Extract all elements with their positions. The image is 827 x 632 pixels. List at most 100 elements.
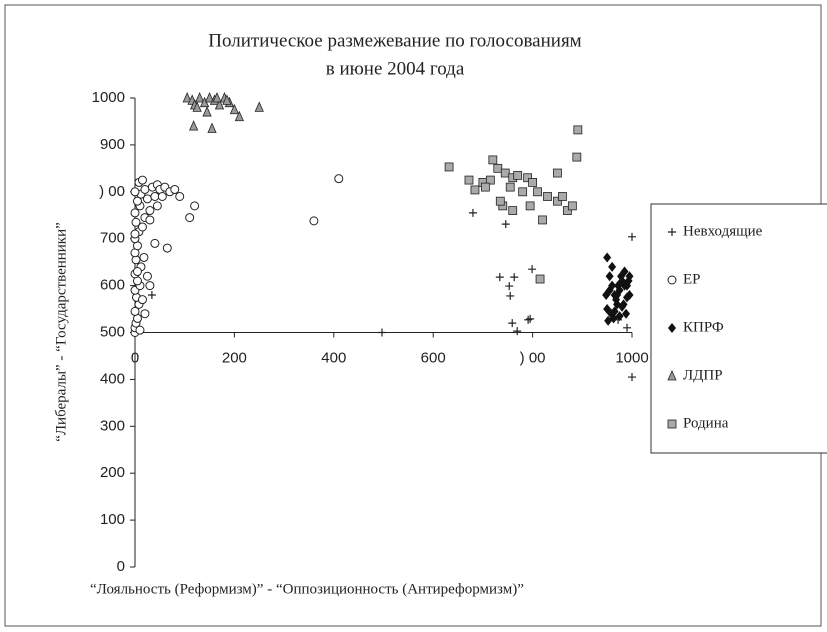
point: [470, 185, 480, 195]
point: [505, 182, 515, 192]
point: [506, 291, 515, 300]
point: [617, 271, 626, 282]
point: [614, 280, 623, 291]
point: [137, 175, 147, 185]
x-tick-label: 600: [421, 349, 446, 366]
point: [518, 187, 528, 197]
x-tick-label: 400: [321, 349, 346, 366]
point: [130, 187, 140, 197]
point: [523, 173, 533, 183]
point: [608, 261, 617, 272]
legend-marker: [667, 370, 677, 381]
point: [170, 184, 180, 194]
point: [140, 184, 150, 194]
y-tick-label: ) 00: [99, 183, 125, 200]
point: [145, 281, 155, 291]
legend-label: ЕР: [683, 271, 701, 287]
point: [145, 215, 155, 225]
point: [602, 289, 611, 300]
point: [130, 208, 140, 218]
point: [309, 216, 319, 226]
point: [613, 289, 622, 300]
point: [543, 192, 552, 201]
point: [139, 252, 149, 262]
point: [628, 232, 636, 241]
legend-label: КПРФ: [683, 319, 724, 335]
point: [142, 271, 152, 281]
point: [538, 215, 547, 225]
point: [553, 168, 562, 178]
point: [495, 273, 504, 282]
point: [480, 182, 490, 192]
legend-marker: [668, 323, 676, 333]
point: [135, 325, 145, 335]
point: [528, 178, 537, 187]
point: [623, 292, 632, 303]
point: [190, 201, 200, 211]
point: [625, 271, 634, 282]
point: [137, 295, 147, 305]
point: [610, 306, 619, 317]
x-tick-label: ) 00: [520, 349, 546, 366]
chart-title: в июне 2004 года: [326, 58, 465, 79]
point: [192, 101, 202, 112]
point: [618, 301, 627, 312]
point: [485, 175, 495, 185]
point: [562, 206, 572, 215]
point: [495, 196, 505, 206]
point: [468, 208, 477, 217]
y-tick-label: 900: [100, 136, 125, 153]
point: [493, 163, 503, 173]
legend-marker: [668, 228, 676, 236]
point: [162, 243, 172, 253]
point: [464, 175, 474, 185]
legend-label: Родина: [683, 415, 729, 431]
point: [500, 168, 510, 178]
point: [513, 170, 523, 180]
y-tick-label: 0: [117, 558, 125, 575]
point: [535, 274, 545, 284]
y-tick-label: 1000: [92, 89, 125, 106]
point: [525, 201, 535, 211]
point: [130, 229, 140, 239]
legend-marker: [667, 275, 677, 285]
point: [567, 201, 577, 211]
point: [189, 120, 199, 131]
y-tick-label: 700: [100, 230, 125, 247]
y-tick-label: 300: [100, 417, 125, 434]
point: [444, 162, 454, 172]
point: [553, 196, 562, 206]
point: [212, 92, 222, 103]
point: [526, 314, 535, 323]
point: [137, 222, 147, 232]
point: [157, 191, 167, 201]
point: [175, 191, 185, 201]
point: [513, 327, 522, 336]
point: [214, 99, 225, 110]
point: [524, 315, 533, 324]
point: [182, 92, 192, 103]
point: [202, 106, 212, 117]
point: [603, 252, 612, 263]
point: [147, 290, 156, 299]
point: [501, 220, 510, 229]
point: [615, 311, 624, 322]
x-axis-label: “Лояльность (Реформизм)” - “Оппозиционно…: [90, 581, 524, 597]
point: [254, 101, 264, 112]
legend-label: Невходящие: [683, 223, 763, 239]
point: [508, 206, 518, 215]
point: [510, 273, 519, 282]
x-tick-label: 1000: [615, 349, 648, 366]
point: [558, 192, 567, 201]
point: [145, 206, 155, 216]
chart-title: Политическое размежевание по голосования…: [208, 30, 581, 51]
point: [204, 92, 215, 103]
point: [620, 280, 629, 291]
point: [229, 103, 240, 115]
point: [508, 319, 517, 328]
legend: [650, 203, 827, 454]
point: [132, 267, 142, 277]
point: [488, 155, 498, 165]
y-tick-label: 600: [100, 277, 125, 294]
